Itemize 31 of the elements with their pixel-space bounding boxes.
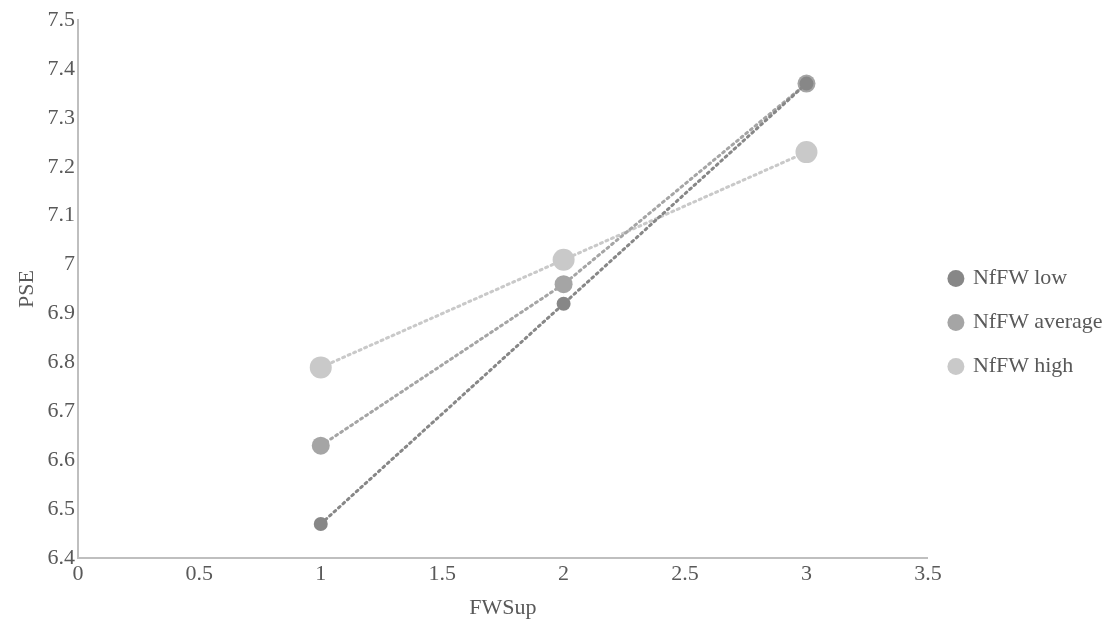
- y-tick-label: 7.2: [47, 152, 75, 178]
- y-tick-label: 6.8: [47, 348, 75, 374]
- legend-label: NfFW low: [972, 264, 1068, 290]
- point: [552, 248, 575, 271]
- point: [554, 275, 573, 294]
- y-tick-label: 7.4: [47, 54, 75, 80]
- y-axis-title: PSE: [12, 270, 38, 309]
- point: [313, 516, 328, 531]
- y-tick-label: 6.9: [47, 299, 75, 325]
- legend-label: NfFW high: [972, 352, 1074, 378]
- point: [311, 436, 330, 455]
- y-tick-label: 6.5: [47, 495, 75, 521]
- x-tick-label: 2: [558, 560, 570, 586]
- x-tick-label: 0.5: [185, 560, 214, 586]
- x-tick-label: 2.5: [671, 560, 699, 586]
- x-tick-label: 3.5: [914, 560, 942, 586]
- x-tick-label: 3: [800, 560, 812, 586]
- legend-label: NfFW average: [972, 308, 1103, 334]
- y-tick-label: 6.7: [47, 397, 75, 423]
- y-tick-label: 6.4: [47, 543, 75, 569]
- point: [556, 296, 571, 311]
- y-tick-label: 7.5: [47, 5, 75, 31]
- y-tick-label: 7.1: [47, 201, 75, 227]
- x-tick-label: 1: [315, 560, 327, 586]
- y-tick-label: 6.6: [47, 446, 75, 472]
- x-axis-title: FWSup: [469, 593, 537, 619]
- y-tick-label: 7: [63, 250, 75, 276]
- y-tick-label: 7.3: [47, 103, 75, 129]
- point: [795, 141, 818, 164]
- x-tick-label: 1.5: [428, 560, 456, 586]
- point: [309, 356, 332, 379]
